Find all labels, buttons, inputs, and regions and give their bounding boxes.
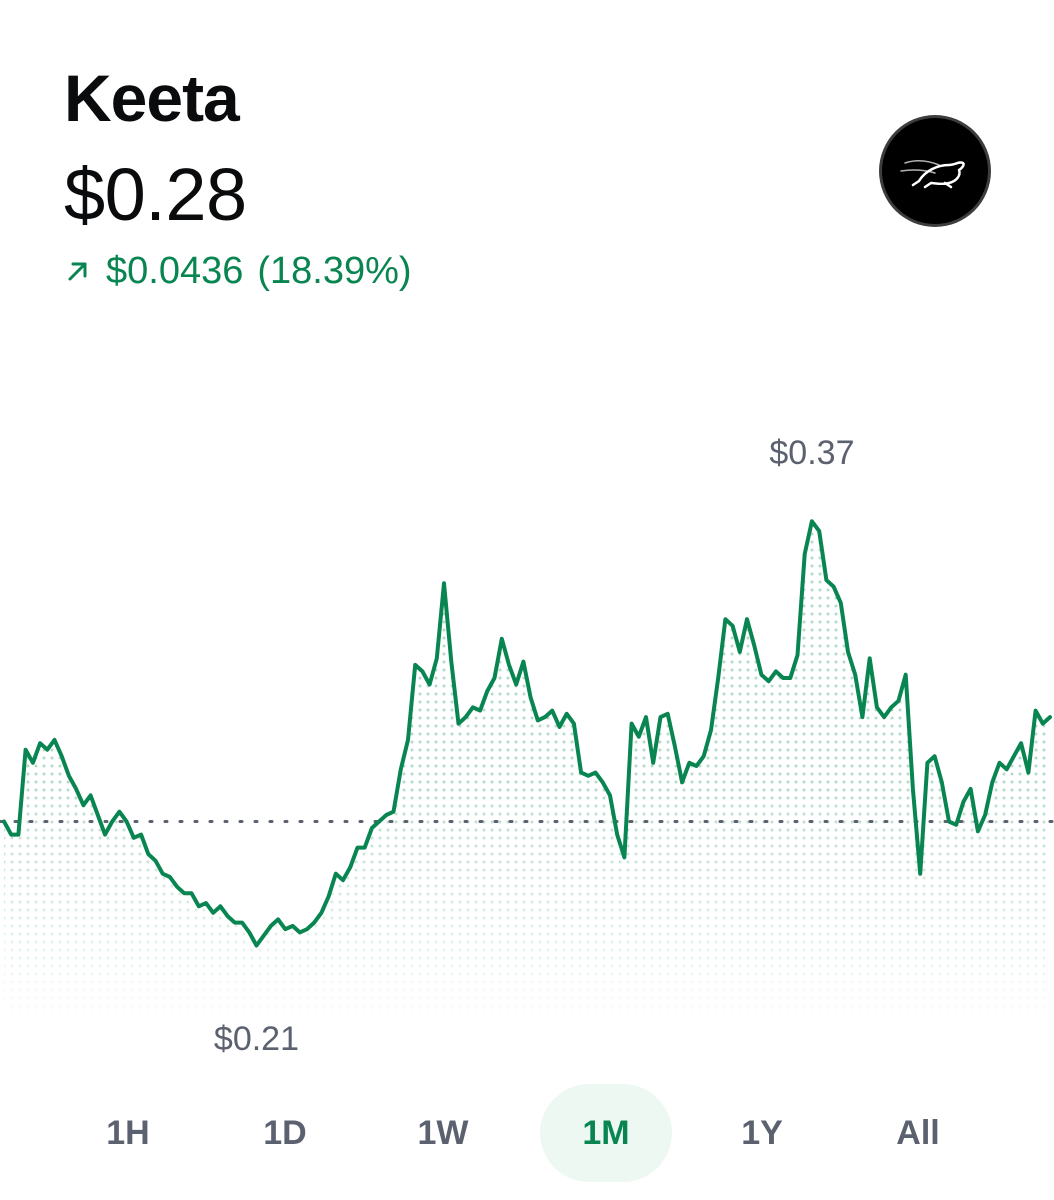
keeta-logo-icon — [882, 118, 988, 224]
change-amount: $0.0436 — [106, 250, 244, 292]
price-chart-svg[interactable] — [0, 330, 1054, 1030]
asset-name: Keeta — [64, 61, 240, 135]
price-change: $0.0436 (18.39%) — [64, 248, 412, 294]
time-range-selector: 1H 1D 1W 1M 1Y All — [0, 1084, 1054, 1182]
price-line — [2, 519, 1052, 948]
arrow-up-right-icon — [68, 262, 87, 281]
keeta-logo-mark — [900, 160, 965, 189]
high-price-label: $0.37 — [769, 434, 855, 473]
price-chart[interactable]: $0.37 $0.21 — [0, 330, 1054, 1090]
range-1d-button[interactable]: 1D — [219, 1084, 351, 1182]
price-area — [4, 521, 1050, 1030]
range-1w-button[interactable]: 1W — [377, 1084, 509, 1182]
low-price-label: $0.21 — [213, 1020, 300, 1059]
change-percent: (18.39%) — [257, 250, 412, 292]
range-all-button[interactable]: All — [852, 1084, 984, 1182]
range-1y-button[interactable]: 1Y — [696, 1084, 828, 1182]
range-1h-button[interactable]: 1H — [62, 1084, 194, 1182]
asset-price: $0.28 — [64, 153, 247, 236]
range-1m-button[interactable]: 1M — [540, 1084, 672, 1182]
